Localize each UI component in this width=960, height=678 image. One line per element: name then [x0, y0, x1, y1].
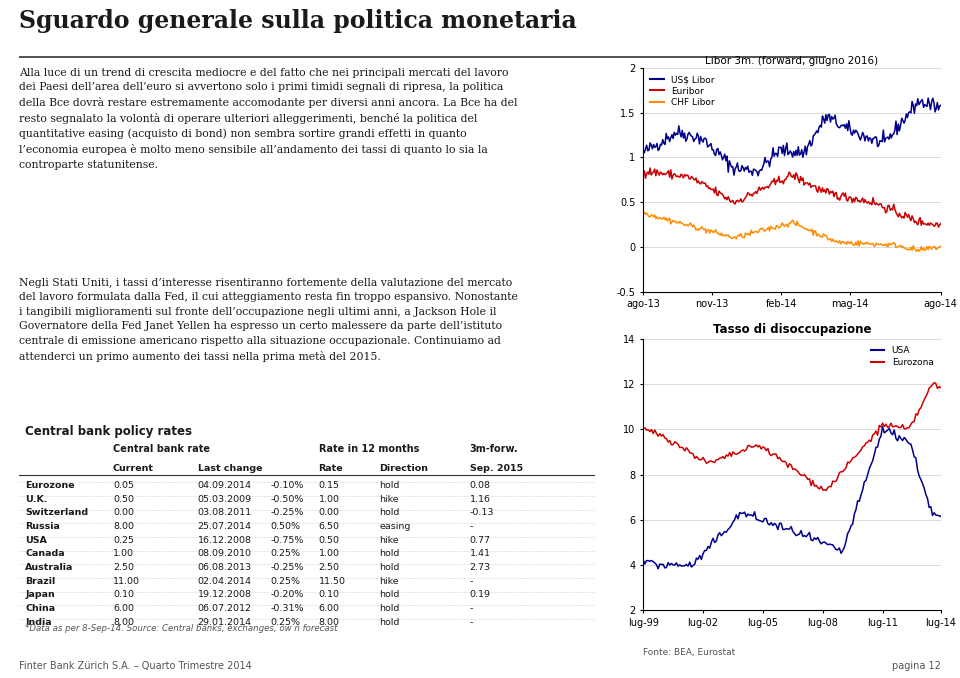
Text: 1.00: 1.00 — [113, 549, 134, 559]
Text: easing: easing — [379, 522, 411, 531]
Text: hold: hold — [379, 549, 399, 559]
Title: Tasso di disoccupazione: Tasso di disoccupazione — [712, 323, 872, 336]
Text: Switzerland: Switzerland — [25, 508, 88, 517]
Text: 0.25%: 0.25% — [270, 549, 300, 559]
Text: 1.00: 1.00 — [319, 549, 340, 559]
Text: Alla luce di un trend di crescita mediocre e del fatto che nei principali mercat: Alla luce di un trend di crescita medioc… — [19, 68, 517, 170]
Text: India: India — [25, 618, 52, 626]
Text: Central bank policy rates: Central bank policy rates — [25, 424, 192, 438]
Text: 0.50: 0.50 — [113, 495, 134, 504]
Legend: US$ Libor, Euribor, CHF Libor: US$ Libor, Euribor, CHF Libor — [648, 73, 717, 110]
Text: -0.10%: -0.10% — [270, 481, 303, 490]
Text: -0.25%: -0.25% — [270, 563, 303, 572]
Text: Rate in 12 months: Rate in 12 months — [319, 444, 419, 454]
Text: China: China — [25, 604, 56, 613]
Text: -: - — [469, 618, 473, 626]
Text: 0.08: 0.08 — [469, 481, 491, 490]
Text: Last change: Last change — [198, 464, 262, 473]
Text: 6.50: 6.50 — [319, 522, 340, 531]
Text: Negli Stati Uniti, i tassi d’interesse risentiranno fortemente della valutazione: Negli Stati Uniti, i tassi d’interesse r… — [19, 278, 518, 361]
Text: 0.25%: 0.25% — [270, 618, 300, 626]
Text: 0.15: 0.15 — [319, 481, 340, 490]
Text: 0.50%: 0.50% — [270, 522, 300, 531]
Text: 0.10: 0.10 — [113, 591, 134, 599]
Text: 16.12.2008: 16.12.2008 — [198, 536, 252, 545]
Text: Rate: Rate — [319, 464, 344, 473]
Text: 29.01.2014: 29.01.2014 — [198, 618, 252, 626]
Text: 11.00: 11.00 — [113, 577, 140, 586]
Text: Direction: Direction — [379, 464, 428, 473]
Text: 2.73: 2.73 — [469, 563, 491, 572]
Text: 6.00: 6.00 — [319, 604, 340, 613]
Text: 1.16: 1.16 — [469, 495, 491, 504]
Text: 0.00: 0.00 — [113, 508, 134, 517]
Text: 02.04.2014: 02.04.2014 — [198, 577, 252, 586]
Text: hike: hike — [379, 577, 398, 586]
Text: 8.00: 8.00 — [319, 618, 340, 626]
Text: 0.05: 0.05 — [113, 481, 134, 490]
Text: -: - — [469, 577, 473, 586]
Text: -0.75%: -0.75% — [270, 536, 303, 545]
Text: U.K.: U.K. — [25, 495, 48, 504]
Text: -: - — [469, 522, 473, 531]
Text: Central bank rate: Central bank rate — [113, 444, 210, 454]
Text: Finter Bank Zürich S.A. – Quarto Trimestre 2014: Finter Bank Zürich S.A. – Quarto Trimest… — [19, 661, 252, 671]
Text: Sep. 2015: Sep. 2015 — [469, 464, 523, 473]
Text: hold: hold — [379, 618, 399, 626]
Text: 0.19: 0.19 — [469, 591, 491, 599]
Text: -: - — [469, 604, 473, 613]
Text: 2.50: 2.50 — [113, 563, 134, 572]
Text: 2.50: 2.50 — [319, 563, 340, 572]
Text: 04.09.2014: 04.09.2014 — [198, 481, 252, 490]
Text: 03.08.2011: 03.08.2011 — [198, 508, 252, 517]
Text: 0.25: 0.25 — [113, 536, 134, 545]
Text: 1.00: 1.00 — [319, 495, 340, 504]
Text: *Data as per 8-Sep-14. Source: Central banks, exchanges, ow n forecast: *Data as per 8-Sep-14. Source: Central b… — [25, 624, 338, 633]
Text: 06.08.2013: 06.08.2013 — [198, 563, 252, 572]
Legend: USA, Eurozona: USA, Eurozona — [868, 344, 936, 370]
Text: -0.25%: -0.25% — [270, 508, 303, 517]
Text: -0.13: -0.13 — [469, 508, 494, 517]
Text: hold: hold — [379, 481, 399, 490]
Text: 11.50: 11.50 — [319, 577, 346, 586]
Text: hold: hold — [379, 508, 399, 517]
Text: 1.41: 1.41 — [469, 549, 491, 559]
Text: Japan: Japan — [25, 591, 55, 599]
Text: hold: hold — [379, 591, 399, 599]
Text: Brazil: Brazil — [25, 577, 56, 586]
Text: 6.00: 6.00 — [113, 604, 134, 613]
Text: Sguardo generale sulla politica monetaria: Sguardo generale sulla politica monetari… — [19, 9, 577, 33]
Text: 06.07.2012: 06.07.2012 — [198, 604, 252, 613]
Title: Libor 3m. (forward, giugno 2016): Libor 3m. (forward, giugno 2016) — [706, 56, 878, 66]
Text: 05.03.2009: 05.03.2009 — [198, 495, 252, 504]
Text: 19.12.2008: 19.12.2008 — [198, 591, 252, 599]
Text: Eurozone: Eurozone — [25, 481, 75, 490]
Text: hold: hold — [379, 563, 399, 572]
Text: 8.00: 8.00 — [113, 522, 134, 531]
Text: 0.77: 0.77 — [469, 536, 491, 545]
Text: 25.07.2014: 25.07.2014 — [198, 522, 252, 531]
Text: Russia: Russia — [25, 522, 60, 531]
Text: Fonte: BEA, Eurostat: Fonte: BEA, Eurostat — [643, 648, 735, 657]
Text: hold: hold — [379, 604, 399, 613]
Text: Australia: Australia — [25, 563, 74, 572]
Text: Current: Current — [113, 464, 154, 473]
Text: 0.00: 0.00 — [319, 508, 340, 517]
Text: 3m-forw.: 3m-forw. — [469, 444, 518, 454]
Text: f: f — [886, 21, 900, 52]
Text: pagina 12: pagina 12 — [892, 661, 941, 671]
Text: 0.10: 0.10 — [319, 591, 340, 599]
Text: USA: USA — [25, 536, 47, 545]
Text: hike: hike — [379, 495, 398, 504]
Text: 8.00: 8.00 — [113, 618, 134, 626]
Text: -0.50%: -0.50% — [270, 495, 303, 504]
Text: 0.25%: 0.25% — [270, 577, 300, 586]
Text: 0.50: 0.50 — [319, 536, 340, 545]
Text: -0.20%: -0.20% — [270, 591, 303, 599]
Text: -0.31%: -0.31% — [270, 604, 303, 613]
Text: hike: hike — [379, 536, 398, 545]
Text: 08.09.2010: 08.09.2010 — [198, 549, 252, 559]
Text: Canada: Canada — [25, 549, 65, 559]
